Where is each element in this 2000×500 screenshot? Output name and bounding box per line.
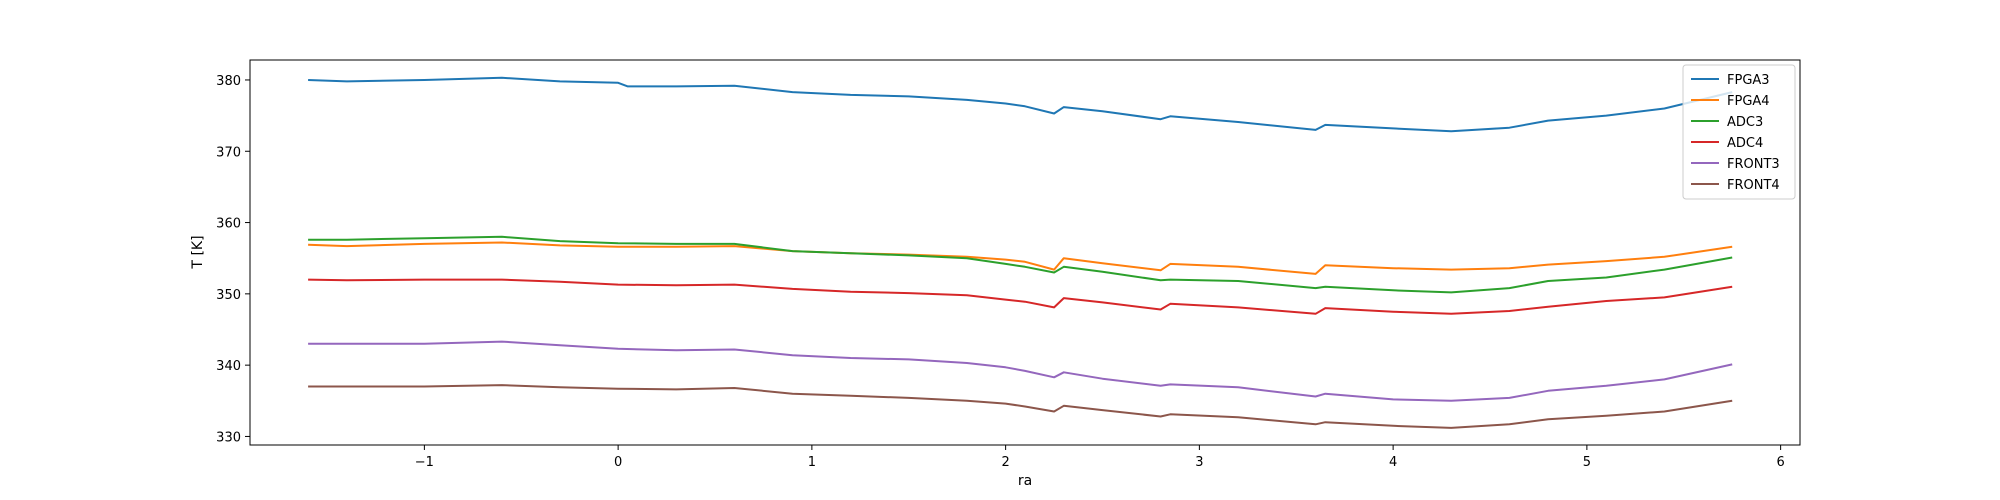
legend-label-adc3: ADC3 (1727, 115, 1763, 130)
legend-label-fpga4: FPGA4 (1727, 94, 1770, 109)
legend: FPGA3 FPGA4 ADC3 ADC4 FRONT3 FRONT4 (1682, 64, 1796, 200)
x-axis-label: ra (1018, 473, 1032, 489)
y-tick-label: 360 (216, 217, 241, 232)
series-line-fpga3 (308, 76, 1733, 133)
series-line-fpga4 (308, 241, 1733, 275)
legend-label-front3: FRONT3 (1727, 157, 1780, 172)
series-line-adc4 (308, 278, 1733, 315)
y-axis: 330 340 350 360 370 380 (216, 74, 250, 445)
series-line-adc3 (308, 235, 1733, 294)
y-tick-label: 350 (216, 288, 241, 303)
legend-label-adc4: ADC4 (1727, 136, 1763, 151)
series-line-front4 (308, 384, 1733, 429)
x-tick-label: 4 (1389, 455, 1397, 470)
x-tick-label: 6 (1776, 455, 1784, 470)
x-tick-label: 0 (614, 455, 622, 470)
plot-frame (249, 59, 1801, 446)
legend-label-fpga3: FPGA3 (1727, 73, 1770, 88)
legend-label-front4: FRONT4 (1727, 178, 1780, 193)
legend-box (1682, 64, 1796, 200)
y-tick-label: 340 (216, 359, 241, 374)
x-tick-label: 5 (1583, 455, 1591, 470)
x-tick-label: −1 (415, 455, 434, 470)
x-tick-label: 1 (808, 455, 816, 470)
x-axis: −1 0 1 2 3 4 5 6 (415, 445, 1785, 470)
series-layer (308, 76, 1733, 429)
x-tick-label: 3 (1195, 455, 1203, 470)
y-tick-label: 380 (216, 74, 241, 89)
y-axis-label: T [K] (190, 235, 206, 269)
y-tick-label: 330 (216, 430, 241, 445)
series-line-front3 (308, 340, 1733, 402)
y-tick-label: 370 (216, 145, 241, 160)
x-tick-label: 2 (1001, 455, 1009, 470)
